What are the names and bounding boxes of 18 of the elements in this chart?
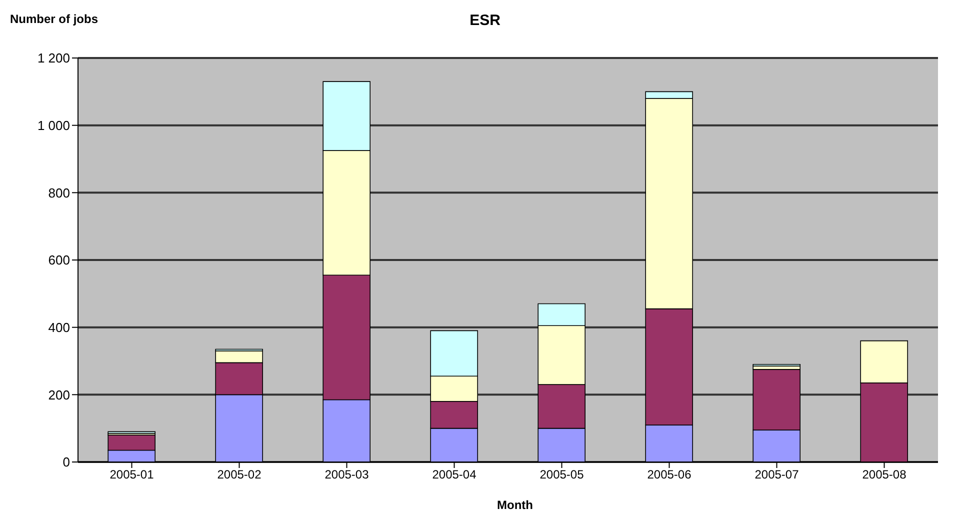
x-axis-title: Month — [496, 498, 534, 512]
x-tick-label: 2005-07 — [754, 468, 800, 482]
y-tick-label: 0 — [62, 454, 70, 470]
y-tick-label: 1 200 — [37, 50, 70, 66]
x-tick-label: 2005-08 — [862, 468, 907, 482]
y-tick-label: 200 — [48, 387, 70, 402]
y-tick-label: 400 — [48, 320, 70, 335]
x-tick-label: 2005-02 — [217, 468, 262, 482]
x-tick-label: 2005-04 — [432, 468, 477, 482]
y-axis-title: Number of jobs — [10, 12, 98, 26]
y-tick-label: 1 000 — [37, 118, 70, 133]
y-tick-label: 600 — [48, 252, 70, 268]
x-tick-label: 2005-05 — [540, 468, 584, 482]
x-tick-label: 2005-03 — [324, 468, 370, 482]
chart-title: ESR — [470, 12, 500, 29]
y-tick-label: 800 — [48, 185, 70, 200]
x-tick-label: 2005-01 — [110, 468, 154, 482]
x-tick-label: 2005-06 — [647, 468, 692, 482]
